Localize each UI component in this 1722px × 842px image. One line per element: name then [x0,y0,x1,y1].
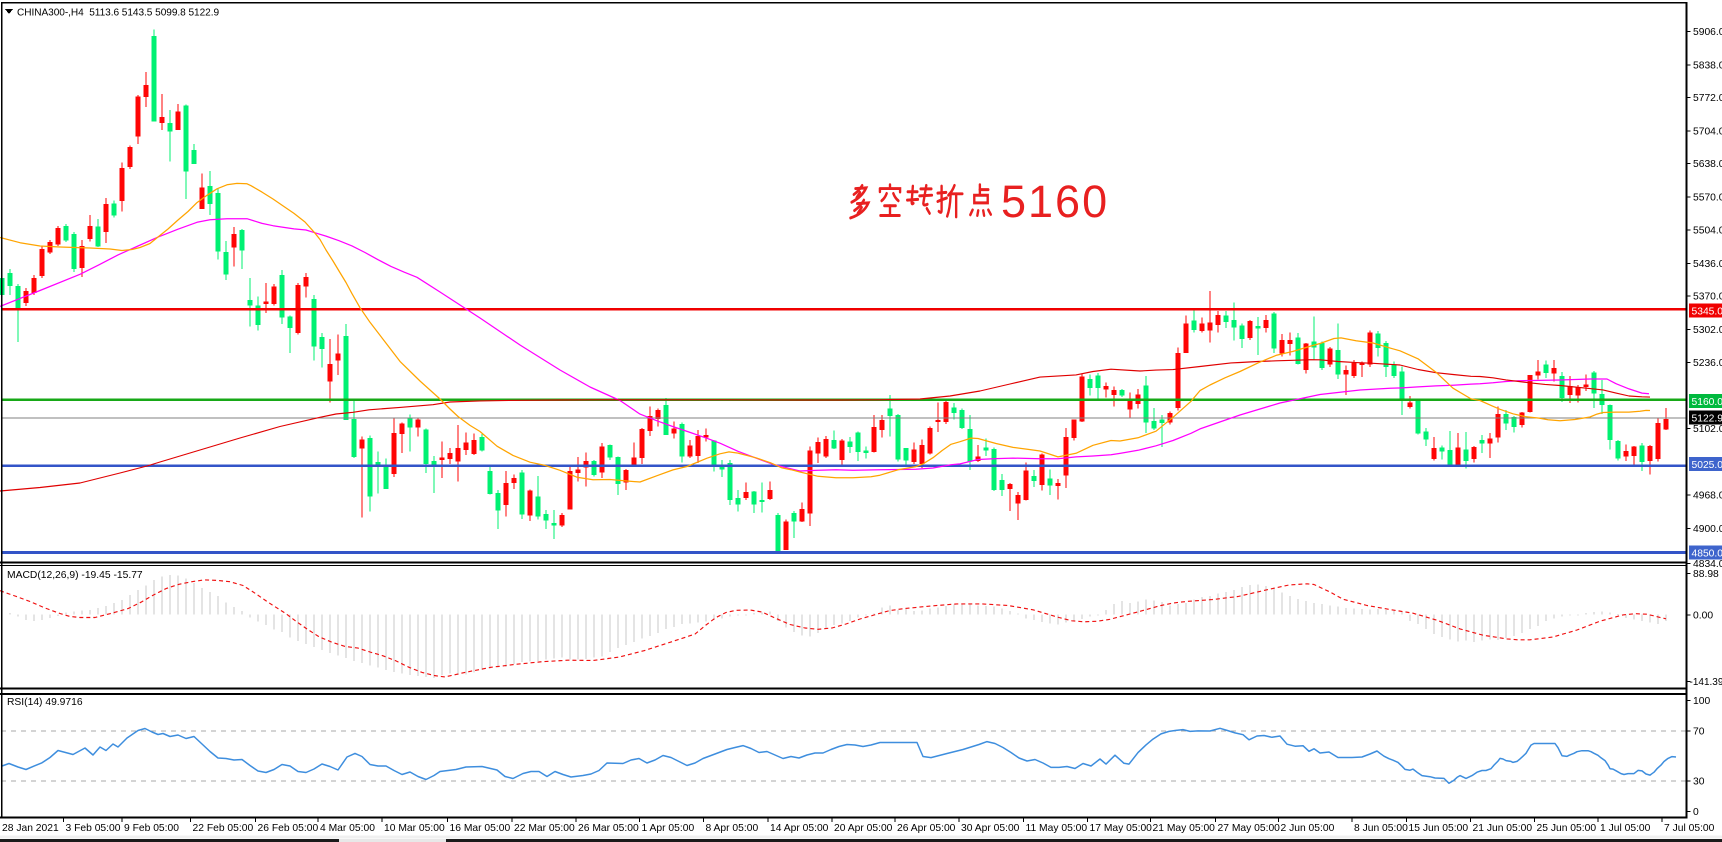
svg-text:30 Apr 05:00: 30 Apr 05:00 [961,823,1020,834]
svg-text:10 Mar 05:00: 10 Mar 05:00 [384,823,445,834]
svg-text:30: 30 [1693,777,1705,788]
svg-text:CHINA300-,H4 5113.6 5143.5 50: CHINA300-,H4 5113.6 5143.5 5099.8 5122.9 [17,8,219,19]
svg-text:17 May 05:00: 17 May 05:00 [1090,823,1153,834]
svg-text:5236.0: 5236.0 [1693,358,1722,369]
svg-text:5638.0: 5638.0 [1693,159,1722,170]
svg-text:5704.0: 5704.0 [1693,127,1722,138]
svg-text:14 Apr 05:00: 14 Apr 05:00 [770,823,829,834]
svg-text:5025.0: 5025.0 [1692,460,1722,471]
svg-text:5436.0: 5436.0 [1693,259,1722,270]
svg-text:RSI(14) 49.9716: RSI(14) 49.9716 [7,697,83,708]
svg-text:5302.0: 5302.0 [1693,325,1722,336]
svg-text:4834.0: 4834.0 [1693,559,1722,570]
svg-text:5504.0: 5504.0 [1693,226,1722,237]
svg-text:5570.0: 5570.0 [1693,193,1722,204]
svg-text:5122.9: 5122.9 [1692,414,1722,425]
svg-text:1 Apr 05:00: 1 Apr 05:00 [642,823,695,834]
svg-text:25 Jun 05:00: 25 Jun 05:00 [1537,823,1597,834]
svg-text:27 May 05:00: 27 May 05:00 [1218,823,1281,834]
svg-text:21 May 05:00: 21 May 05:00 [1153,823,1216,834]
svg-text:22 Feb 05:00: 22 Feb 05:00 [193,823,254,834]
svg-text:5345.0: 5345.0 [1692,307,1722,318]
svg-text:11 May 05:00: 11 May 05:00 [1026,823,1088,834]
svg-text:1 Jul 05:00: 1 Jul 05:00 [1600,823,1651,834]
svg-text:70: 70 [1693,727,1705,738]
svg-text:5838.0: 5838.0 [1693,61,1722,72]
svg-text:15 Jun 05:00: 15 Jun 05:00 [1409,823,1469,834]
svg-text:22 Mar 05:00: 22 Mar 05:00 [514,823,575,834]
svg-text:26 Apr 05:00: 26 Apr 05:00 [897,823,956,834]
svg-text:5370.0: 5370.0 [1693,292,1722,303]
svg-text:3 Feb 05:00: 3 Feb 05:00 [66,823,121,834]
svg-text:8 Jun 05:00: 8 Jun 05:00 [1354,823,1408,834]
svg-text:8 Apr 05:00: 8 Apr 05:00 [706,823,759,834]
svg-text:5772.0: 5772.0 [1693,93,1722,104]
svg-text:28 Jan 2021: 28 Jan 2021 [2,823,59,834]
svg-text:4 Mar 05:00: 4 Mar 05:00 [320,823,375,834]
svg-text:100: 100 [1693,696,1710,707]
svg-text:MACD(12,26,9) -19.45 -15.77: MACD(12,26,9) -19.45 -15.77 [7,570,143,581]
svg-text:0: 0 [1693,807,1699,818]
svg-text:4968.0: 4968.0 [1693,491,1722,502]
svg-text:21 Jun 05:00: 21 Jun 05:00 [1473,823,1533,834]
svg-text:0.00: 0.00 [1693,610,1713,621]
svg-text:16 Mar 05:00: 16 Mar 05:00 [450,823,511,834]
svg-text:5160: 5160 [1001,176,1109,227]
svg-text:5102.0: 5102.0 [1693,424,1722,435]
svg-text:5906.0: 5906.0 [1693,27,1722,38]
svg-text:4900.0: 4900.0 [1693,524,1722,535]
svg-text:2 Jun 05:00: 2 Jun 05:00 [1281,823,1335,834]
svg-text:-141.39: -141.39 [1690,677,1722,688]
svg-text:9 Feb 05:00: 9 Feb 05:00 [124,823,179,834]
svg-text:26 Mar 05:00: 26 Mar 05:00 [578,823,639,834]
svg-text:4850.0: 4850.0 [1692,549,1722,560]
svg-text:88.98: 88.98 [1693,569,1719,580]
svg-text:7 Jul 05:00: 7 Jul 05:00 [1664,823,1715,834]
svg-text:5160.0: 5160.0 [1692,397,1722,408]
svg-text:26 Feb 05:00: 26 Feb 05:00 [258,823,319,834]
svg-text:20 Apr 05:00: 20 Apr 05:00 [834,823,893,834]
